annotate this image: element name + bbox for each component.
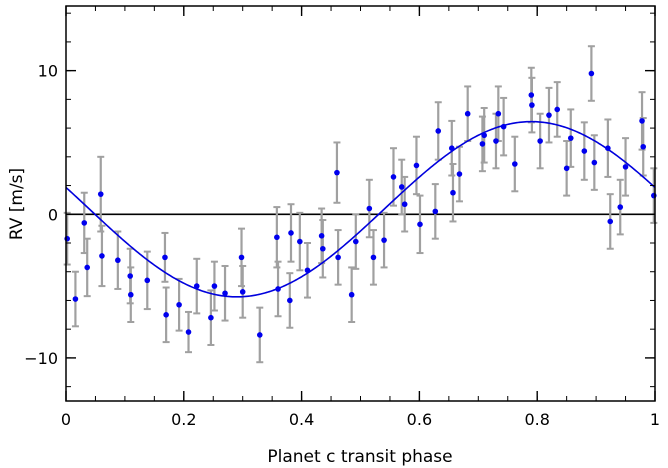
data-point	[567, 135, 574, 141]
data-point	[144, 277, 151, 284]
data-point	[493, 138, 499, 144]
data-point	[479, 141, 486, 147]
data-point	[640, 143, 647, 150]
data-point	[275, 286, 281, 292]
y-axis-ticks: −10 0 10	[24, 12, 655, 388]
data-point	[401, 201, 408, 208]
data-point	[297, 238, 303, 245]
data-point	[588, 70, 595, 77]
data-point	[352, 238, 359, 245]
data-point	[617, 204, 624, 210]
data-point	[99, 253, 105, 259]
data-point	[390, 174, 397, 180]
y-tick-label: 10	[38, 62, 58, 81]
y-axis-label: RV [m/s]	[7, 168, 27, 240]
data-point	[115, 257, 121, 264]
model-curve-layer	[66, 120, 655, 298]
data-point	[97, 191, 104, 197]
x-axis-label: Planet c transit phase	[267, 447, 452, 467]
data-point	[591, 159, 598, 166]
data-point	[456, 171, 463, 177]
data-point	[72, 296, 79, 302]
data-point	[274, 234, 280, 241]
x-tick-label: 0.2	[171, 410, 196, 429]
x-tick-label: 0	[61, 410, 71, 429]
data-point	[127, 291, 134, 298]
data-point	[287, 297, 293, 304]
data-point	[581, 148, 588, 154]
data-point	[238, 254, 245, 261]
data-point	[381, 237, 387, 243]
data-point	[304, 267, 311, 274]
data-point	[537, 138, 543, 144]
data-point	[163, 312, 169, 318]
x-tick-label: 0.6	[407, 410, 432, 429]
plot-frame	[65, 5, 656, 402]
data-point	[413, 162, 420, 169]
data-point	[193, 283, 200, 289]
error-bars	[63, 45, 658, 364]
data-point	[256, 332, 263, 338]
x-tick-label: 0.4	[289, 410, 314, 429]
data-point	[651, 192, 657, 199]
data-point	[607, 218, 614, 225]
data-point	[211, 283, 218, 289]
data-point	[639, 118, 645, 124]
model-curve	[66, 120, 655, 298]
y-tick-label: −10	[24, 349, 58, 368]
data-point	[162, 254, 168, 261]
data-point	[370, 254, 377, 261]
data-point	[64, 235, 70, 242]
data-point	[417, 221, 423, 228]
data-point	[435, 128, 442, 134]
data-point	[398, 184, 405, 190]
x-axis-ticks: 0 0.2 0.4 0.6 0.8 1	[61, 6, 660, 429]
data-point	[605, 145, 611, 151]
data-point	[529, 102, 535, 108]
data-point	[81, 220, 88, 226]
data-point	[176, 301, 182, 308]
data-point	[320, 245, 326, 252]
data-point	[528, 92, 535, 98]
y-tick-label: 0	[48, 205, 58, 224]
data-point	[335, 254, 341, 261]
data-point	[288, 230, 294, 236]
data-point	[448, 145, 455, 151]
x-tick-label: 0.8	[524, 410, 549, 429]
data-point	[208, 314, 214, 321]
data-point	[554, 106, 561, 113]
data-point	[239, 289, 246, 295]
data-point	[546, 112, 552, 118]
data-point	[318, 233, 325, 239]
x-tick-label: 1	[650, 410, 660, 429]
data-points	[64, 70, 657, 338]
data-point	[334, 169, 340, 176]
data-point	[450, 189, 456, 196]
data-point	[563, 165, 570, 172]
data-point	[512, 161, 518, 167]
data-point	[127, 273, 134, 279]
data-point	[500, 123, 507, 130]
data-point	[348, 291, 355, 298]
data-point	[481, 132, 487, 139]
data-point	[366, 205, 373, 212]
data-point	[464, 110, 471, 117]
data-point	[432, 208, 439, 215]
data-point	[495, 110, 502, 117]
data-point	[185, 329, 192, 335]
data-point	[222, 290, 228, 297]
data-point	[84, 264, 91, 271]
data-point	[622, 164, 629, 170]
